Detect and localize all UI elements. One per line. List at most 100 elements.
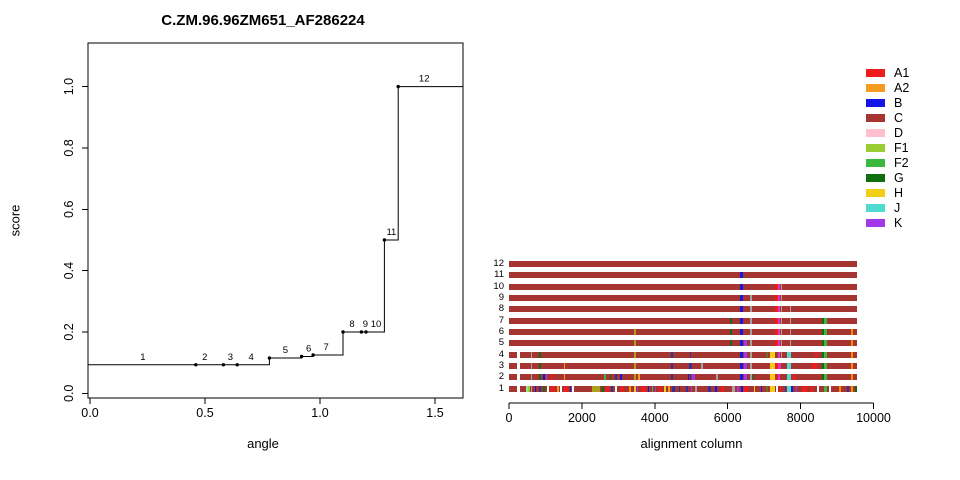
data-point-3: [221, 363, 226, 367]
stripe-gray: [780, 294, 783, 301]
stripe-K: [690, 385, 693, 392]
stripe-B: [740, 351, 743, 358]
stripe-A1: [774, 294, 778, 301]
stripe-navy: [678, 385, 681, 392]
stripe-navy: [671, 374, 673, 381]
stripe-navy: [671, 362, 673, 369]
row-label-7: 7: [498, 314, 504, 326]
stripe-A1: [778, 385, 782, 392]
stripe-G: [822, 328, 825, 335]
x-tick-label: 0.5: [196, 406, 213, 420]
stripe-gray: [780, 340, 783, 347]
alignment-row-3: [509, 362, 858, 369]
stripe-darkolive: [766, 351, 769, 358]
stripe-K: [692, 374, 695, 381]
stripe-F2: [604, 374, 606, 381]
row-label-4: 4: [498, 348, 504, 360]
legend-swatch-C: [866, 114, 885, 122]
stripe-H: [664, 385, 667, 392]
stripe-B: [740, 328, 743, 335]
legend-label-C: C: [894, 111, 904, 125]
stripe-navy: [689, 362, 692, 369]
stripe-orange: [839, 385, 842, 392]
stripe-B: [687, 374, 690, 381]
row-label-1: 1: [498, 382, 504, 394]
stripe-magenta: [777, 283, 781, 290]
stripe-white: [517, 362, 521, 369]
stripe-F2: [824, 362, 827, 369]
stripe-magenta: [777, 340, 781, 347]
stripe-A1: [811, 362, 817, 369]
row-label-9: 9: [498, 291, 504, 303]
stripe-A1: [792, 374, 796, 381]
stripe-gray: [780, 306, 783, 313]
row-label-12: 12: [493, 258, 504, 269]
point-label-8: 8: [349, 319, 354, 330]
stripe-A1: [564, 385, 568, 392]
stripe-A1: [774, 283, 778, 290]
stripe-gray: [716, 374, 718, 381]
y-tick-label: 0.4: [62, 262, 76, 279]
stripe-orange: [851, 374, 854, 381]
stripe-G: [729, 317, 732, 324]
stripe-gray: [750, 328, 752, 335]
stripe-magenta: [777, 294, 781, 301]
stripe-white: [615, 385, 618, 392]
stripe-H: [769, 385, 776, 392]
stripe-F2: [824, 351, 827, 358]
stripe-A1: [775, 362, 778, 369]
stripe-navy: [671, 385, 676, 392]
stripe-gray: [695, 385, 697, 392]
stripe-G: [822, 351, 825, 358]
alignment-row-9: [509, 294, 858, 301]
alignment-row-4: [509, 351, 858, 358]
stripe-white: [776, 385, 778, 392]
stripe-K: [744, 362, 747, 369]
point-label-3: 3: [228, 352, 233, 363]
stripe-G: [609, 374, 612, 381]
legend-label-K: K: [894, 216, 903, 230]
stripe-B: [534, 385, 536, 392]
stripe-G: [822, 362, 825, 369]
stripe-navy: [784, 385, 787, 392]
stripe-A2: [667, 385, 670, 392]
legend-swatch-G: [866, 174, 885, 182]
alignment-x-tick-label: 10000: [856, 411, 891, 425]
legend-swatch-A2: [866, 84, 885, 92]
row-label-5: 5: [498, 337, 504, 349]
stripe-gray: [789, 328, 792, 335]
stripe-magenta: [777, 306, 781, 313]
data-point-7: [311, 353, 315, 357]
stripe-F2: [824, 385, 827, 392]
row-label-8: 8: [498, 303, 504, 315]
x-tick-label: 0.0: [81, 406, 98, 420]
stripe-white: [559, 385, 563, 392]
stripe-navy: [611, 385, 613, 392]
stripe-B: [740, 317, 743, 324]
x-tick-label: 1.0: [311, 406, 328, 420]
point-label-10: 10: [371, 319, 382, 330]
stripe-B: [620, 374, 622, 381]
stripe-A1: [620, 385, 624, 392]
stripe-F2: [824, 328, 827, 335]
alignment-x-tick-label: 0: [506, 411, 513, 425]
stripe-orange: [851, 351, 854, 358]
y-tick-label: 0.2: [62, 323, 76, 340]
stripe-gray: [780, 328, 783, 335]
page-title: C.ZM.96.96ZM651_AF286224: [161, 12, 365, 29]
legend-swatch-A1: [866, 69, 885, 77]
row-label-11: 11: [494, 269, 504, 281]
stripe-B: [791, 385, 793, 392]
stripe-white: [572, 385, 575, 392]
stripe-J: [787, 385, 791, 392]
stripe-K: [654, 385, 657, 392]
row-label-10: 10: [493, 280, 504, 292]
stripe-A1: [814, 351, 817, 358]
stripe-H: [633, 385, 636, 392]
point-label-6: 6: [306, 343, 311, 354]
data-point-12: [396, 84, 400, 89]
stripe-K: [545, 374, 548, 381]
stripe-A1: [775, 374, 778, 381]
stripe-navy: [671, 351, 673, 358]
